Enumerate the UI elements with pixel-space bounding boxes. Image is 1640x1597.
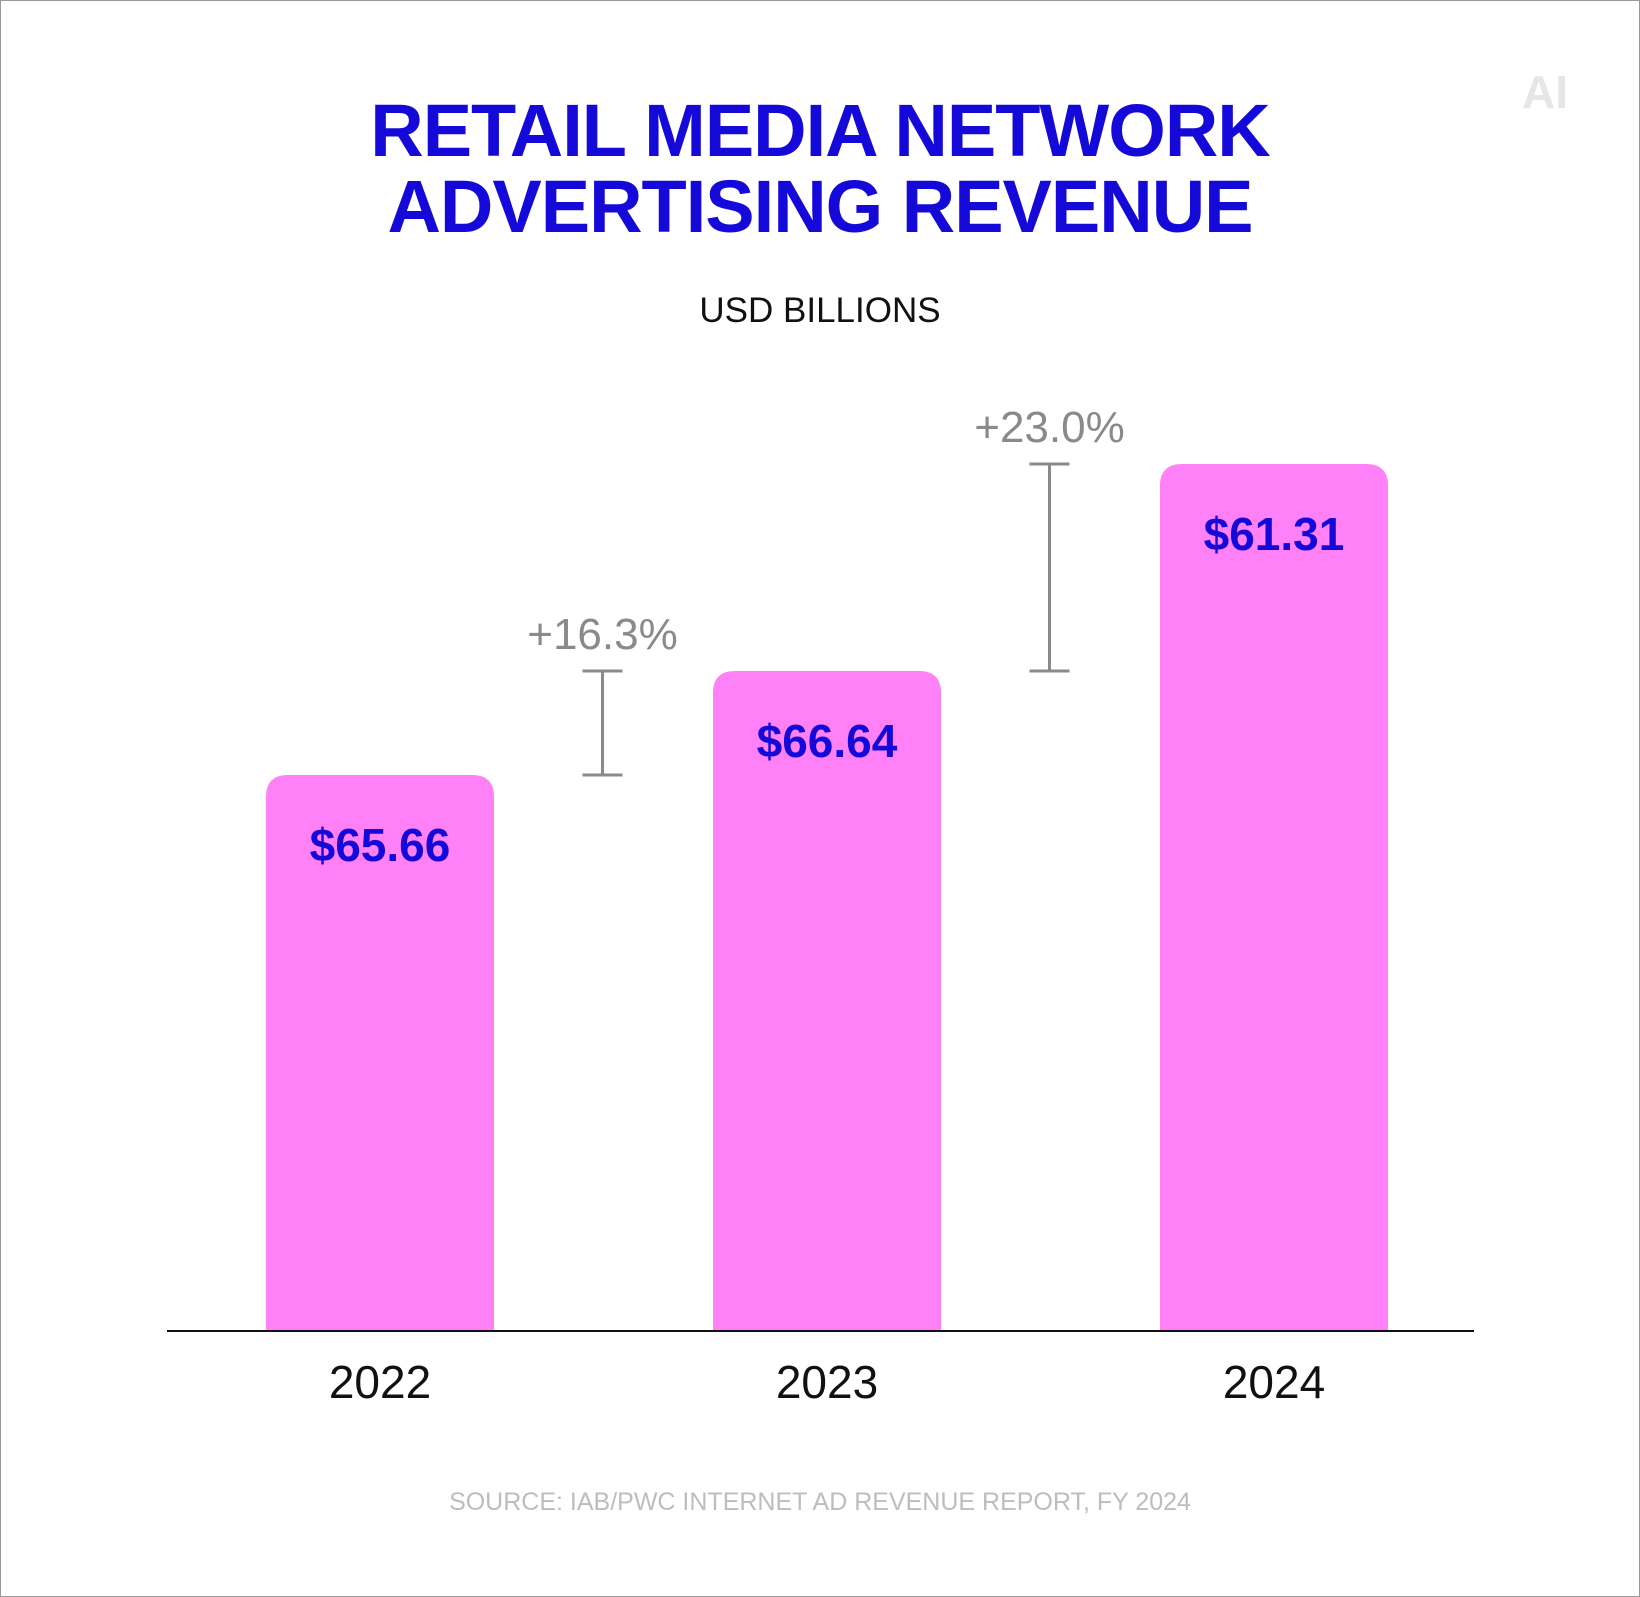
growth-bracket-1 [582, 669, 623, 777]
value-label-2023: $66.64 [757, 715, 898, 767]
growth-bracket-2 [1029, 462, 1070, 673]
source-note: SOURCE: IAB/PWC INTERNET AD REVENUE REPO… [449, 1488, 1191, 1516]
chart-subtitle: USD BILLIONS [699, 291, 941, 330]
chart-title-line-2: ADVERTISING REVENUE [387, 165, 1253, 248]
bar-2022 [266, 775, 494, 1331]
x-tick-label-2022: 2022 [329, 1356, 431, 1408]
growth-label-2: +23.0% [974, 403, 1124, 452]
bar-2023 [713, 671, 941, 1331]
value-label-2022: $65.66 [310, 819, 451, 871]
x-tick-label-2023: 2023 [776, 1356, 878, 1408]
x-tick-label-2024: 2024 [1223, 1356, 1325, 1408]
growth-label-1: +16.3% [527, 610, 677, 659]
chart-title-line-1: RETAIL MEDIA NETWORK [370, 89, 1270, 172]
brand-logo: AI [1522, 66, 1568, 118]
bar-2024 [1160, 464, 1388, 1331]
value-label-2024: $61.31 [1204, 508, 1345, 560]
chart-title: RETAIL MEDIA NETWORK ADVERTISING REVENUE [1, 93, 1639, 245]
